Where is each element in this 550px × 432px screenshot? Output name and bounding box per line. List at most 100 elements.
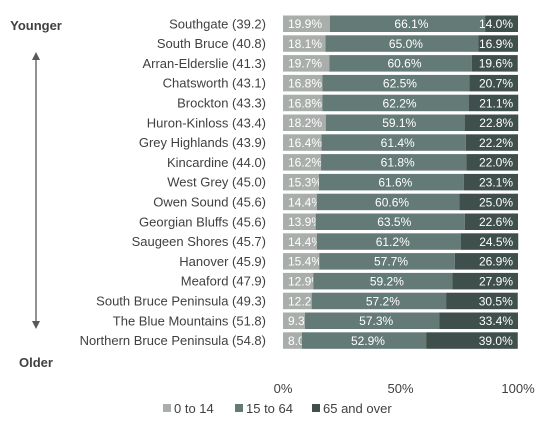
data-label-15-to-64-south-bruce-peninsula: 57.2%	[366, 294, 400, 308]
data-label-15-to-64-brockton: 62.2%	[383, 96, 417, 110]
data-label-65-and-over-saugeen-shores: 24.5%	[479, 235, 513, 249]
bar-segment-65-and-over-south-bruce-peninsula	[446, 292, 518, 310]
data-label-15-to-64-southgate: 66.1%	[394, 17, 428, 31]
category-label-arran-elderslie: Arran-Elderslie (41.3)	[142, 56, 266, 71]
data-label-65-and-over-meaford: 27.9%	[479, 274, 513, 288]
data-label-65-and-over-south-bruce: 16.9%	[479, 37, 513, 51]
data-label-0-to-14-west-grey: 15.3%	[288, 175, 322, 189]
bar-segment-15-to-64-georgian-bluffs	[315, 213, 465, 230]
bar-segment-65-and-over-saugeen-shores	[460, 233, 519, 250]
data-label-0-to-14-brockton: 16.8%	[288, 96, 322, 110]
data-label-65-and-over-northern-bruce-peninsula: 39.0%	[479, 334, 513, 348]
bar-segment-0-to-14-the-blue-mountains	[283, 312, 305, 329]
data-label-65-and-over-kincardine: 22.0%	[479, 156, 513, 170]
bar-segment-15-to-64-northern-bruce-peninsula	[301, 332, 427, 349]
category-label-grey-highlands: Grey Highlands (43.9)	[139, 135, 266, 150]
data-label-65-and-over-georgian-bluffs: 22.6%	[479, 215, 513, 229]
bar-segment-0-to-14-georgian-bluffs	[283, 213, 316, 230]
data-label-15-to-64-the-blue-mountains: 57.3%	[359, 314, 393, 328]
data-label-15-to-64-south-bruce: 65.0%	[389, 37, 423, 51]
data-label-0-to-14-huron-kinloss: 18.2%	[288, 116, 322, 130]
bar-segment-15-to-64-arran-elderslie	[329, 55, 472, 72]
data-label-65-and-over-south-bruce-peninsula: 30.5%	[479, 294, 513, 308]
data-label-15-to-64-northern-bruce-peninsula: 52.9%	[351, 334, 385, 348]
bar-segment-65-and-over-southgate	[485, 15, 518, 32]
category-label-hanover: Hanover (45.9)	[179, 254, 266, 269]
bar-segment-65-and-over-the-blue-mountains	[439, 312, 518, 329]
bar-segment-65-and-over-arran-elderslie	[471, 55, 518, 72]
category-label-meaford: Meaford (47.9)	[181, 274, 266, 289]
data-label-15-to-64-grey-highlands: 61.4%	[381, 136, 415, 150]
data-label-65-and-over-arran-elderslie: 19.6%	[479, 57, 513, 71]
bar-segment-0-to-14-south-bruce-peninsula	[283, 292, 312, 310]
bar-segment-15-to-64-south-bruce-peninsula	[311, 292, 447, 310]
bar-segment-15-to-64-owen-sound	[316, 193, 460, 211]
legend-swatch-15-to-64	[235, 404, 243, 412]
bar-segment-0-to-14-owen-sound	[283, 193, 317, 211]
age-direction-indicator: Younger Older	[10, 18, 62, 370]
legend-swatch-0-to-14	[163, 404, 171, 412]
data-label-65-and-over-hanover: 26.9%	[479, 255, 513, 269]
bar-segment-15-to-64-hanover	[319, 253, 455, 270]
bar-segment-15-to-64-meaford	[313, 272, 453, 290]
bar-segment-65-and-over-hanover	[454, 253, 518, 270]
bars-group: 19.9% 66.1% 14.0% 18.1% 65.0% 16.9% 19.7% 60.6%…	[283, 15, 519, 349]
data-label-65-and-over-owen-sound: 25.0%	[479, 195, 513, 209]
bar-segment-65-and-over-meaford	[452, 272, 518, 290]
bar-segment-65-and-over-northern-bruce-peninsula	[426, 332, 518, 349]
x-axis: 0% 50% 100%	[274, 381, 535, 396]
data-label-0-to-14-hanover: 15.4%	[288, 255, 322, 269]
bar-segment-65-and-over-grey-highlands	[465, 134, 518, 151]
bar-segment-65-and-over-owen-sound	[459, 193, 518, 211]
legend-label-65-and-over: 65 and over	[323, 401, 392, 416]
arrow-down-icon	[32, 321, 40, 329]
data-label-0-to-14-south-bruce: 18.1%	[288, 37, 322, 51]
bar-segment-0-to-14-northern-bruce-peninsula	[283, 332, 302, 349]
bar-segment-15-to-64-brockton	[322, 94, 469, 112]
data-label-65-and-over-grey-highlands: 22.2%	[479, 136, 513, 150]
category-label-the-blue-mountains: The Blue Mountains (51.8)	[113, 313, 266, 328]
bar-segment-0-to-14-arran-elderslie	[283, 55, 330, 72]
data-label-15-to-64-chatsworth: 62.5%	[383, 76, 417, 90]
data-label-65-and-over-brockton: 21.1%	[479, 96, 513, 110]
category-label-northern-bruce-peninsula: Northern Bruce Peninsula (54.8)	[80, 333, 266, 348]
category-label-brockton: Brockton (43.3)	[177, 95, 266, 110]
category-label-saugeen-shores: Saugeen Shores (45.7)	[132, 234, 266, 249]
category-label-south-bruce-peninsula: South Bruce Peninsula (49.3)	[96, 293, 266, 308]
bar-segment-0-to-14-hanover	[283, 253, 320, 270]
data-label-0-to-14-owen-sound: 14.4%	[288, 195, 322, 209]
bar-segment-15-to-64-saugeen-shores	[316, 233, 461, 250]
arrow-up-icon	[32, 52, 40, 60]
bar-segment-65-and-over-georgian-bluffs	[464, 213, 518, 230]
older-label: Older	[19, 355, 53, 370]
data-label-15-to-64-owen-sound: 60.6%	[375, 195, 409, 209]
data-label-15-to-64-arran-elderslie: 60.6%	[387, 57, 421, 71]
category-labels: Southgate (39.2) South Bruce (40.8) Arran-…	[80, 16, 266, 348]
data-label-65-and-over-west-grey: 23.1%	[479, 175, 513, 189]
legend-label-0-to-14: 0 to 14	[174, 401, 214, 416]
data-label-15-to-64-meaford: 59.2%	[370, 274, 404, 288]
data-label-15-to-64-huron-kinloss: 59.1%	[382, 116, 416, 130]
bar-segment-15-to-64-grey-highlands	[321, 134, 466, 151]
category-label-chatsworth: Chatsworth (43.1)	[163, 76, 266, 91]
bar-segment-65-and-over-brockton	[468, 94, 519, 112]
bar-segment-0-to-14-saugeen-shores	[283, 233, 317, 250]
bar-segment-15-to-64-huron-kinloss	[325, 114, 465, 131]
bar-segment-65-and-over-huron-kinloss	[464, 114, 519, 131]
bar-segment-0-to-14-huron-kinloss	[283, 114, 326, 131]
category-label-georgian-bluffs: Georgian Bluffs (45.6)	[139, 214, 266, 229]
data-label-15-to-64-west-grey: 61.6%	[378, 175, 412, 189]
data-label-0-to-14-georgian-bluffs: 13.9%	[288, 215, 322, 229]
data-label-0-to-14-southgate: 19.9%	[288, 17, 322, 31]
data-label-65-and-over-chatsworth: 20.7%	[479, 76, 513, 90]
bar-segment-65-and-over-chatsworth	[469, 74, 518, 92]
bar-segment-0-to-14-southgate	[283, 15, 330, 32]
bar-segment-65-and-over-kincardine	[466, 154, 518, 171]
bar-segment-0-to-14-chatsworth	[283, 74, 323, 92]
data-label-0-to-14-chatsworth: 16.8%	[288, 76, 322, 90]
data-label-15-to-64-hanover: 57.7%	[374, 255, 408, 269]
data-label-65-and-over-the-blue-mountains: 33.4%	[479, 314, 513, 328]
category-label-owen-sound: Owen Sound (45.6)	[153, 194, 266, 209]
bar-segment-15-to-64-the-blue-mountains	[304, 312, 440, 329]
